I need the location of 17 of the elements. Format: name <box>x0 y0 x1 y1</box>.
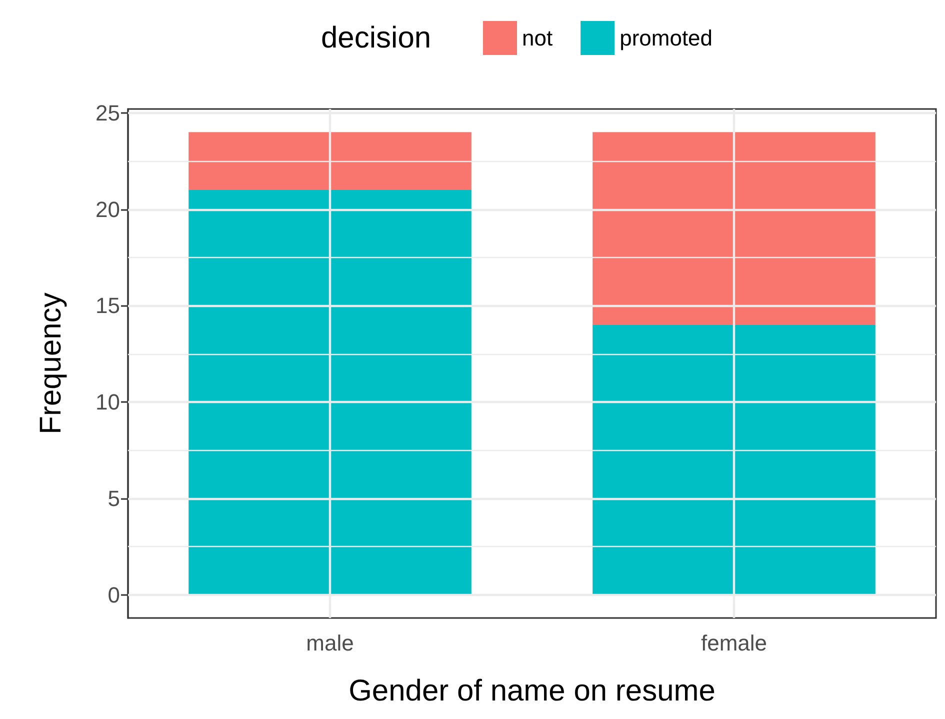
legend-label: promoted <box>620 26 713 50</box>
y-axis-title: Frequency <box>34 292 68 434</box>
x-tick-label: male <box>306 630 354 656</box>
y-tick-label: 10 <box>96 390 120 415</box>
x-tick-label: female <box>700 630 768 656</box>
x-axis-title: Gender of name on resume <box>348 674 716 708</box>
y-tick-label: 25 <box>96 100 120 126</box>
y-tick-label: 5 <box>108 486 120 511</box>
y-tick-label: 20 <box>96 196 120 222</box>
bar <box>188 190 472 595</box>
y-tick-label: 0 <box>108 582 120 608</box>
bar <box>592 132 876 325</box>
bar <box>188 132 472 190</box>
legend-label: not <box>522 26 553 50</box>
legend-title: decision <box>321 22 432 54</box>
y-tick-label: 15 <box>96 293 120 318</box>
bar <box>592 324 876 595</box>
